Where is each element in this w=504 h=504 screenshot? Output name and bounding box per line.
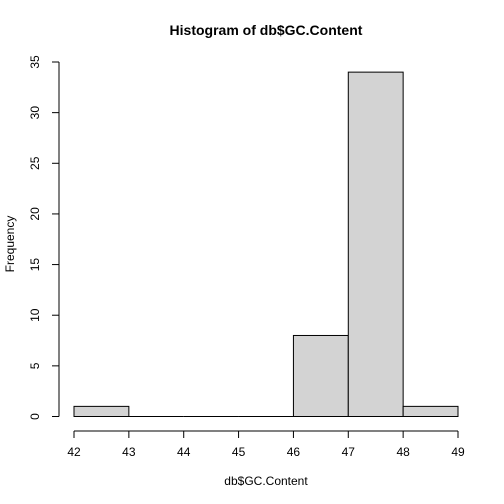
y-tick-label: 35 <box>28 55 42 69</box>
bars-group <box>73 71 459 418</box>
chart-title: Histogram of db$GC.Content <box>170 22 363 38</box>
x-tick-label: 42 <box>67 445 81 459</box>
x-tick-label: 43 <box>122 445 136 459</box>
y-tick-label: 10 <box>28 308 42 322</box>
x-tick-label: 48 <box>396 445 410 459</box>
y-tick-label: 30 <box>28 106 42 120</box>
x-tick-label: 44 <box>177 445 191 459</box>
histogram-bar <box>292 334 349 418</box>
x-axis: 42 43 44 45 46 47 48 49 <box>67 430 465 459</box>
x-tick-label: 45 <box>232 445 246 459</box>
x-tick-label: 47 <box>342 445 356 459</box>
histogram-bar <box>73 405 130 418</box>
y-tick-label: 15 <box>28 258 42 272</box>
histogram-bar <box>402 405 459 418</box>
y-axis: 0 5 10 15 20 25 30 35 <box>28 55 60 420</box>
histogram-bar <box>347 71 404 417</box>
x-tick-label: 49 <box>451 445 465 459</box>
x-axis-label: db$GC.Content <box>224 474 308 488</box>
y-tick-label: 5 <box>28 362 42 369</box>
x-tick-label: 46 <box>287 445 301 459</box>
y-axis-label: Frequency <box>3 216 17 273</box>
y-tick-label: 0 <box>28 413 42 420</box>
y-tick-label: 20 <box>28 207 42 221</box>
y-tick-label: 25 <box>28 156 42 170</box>
